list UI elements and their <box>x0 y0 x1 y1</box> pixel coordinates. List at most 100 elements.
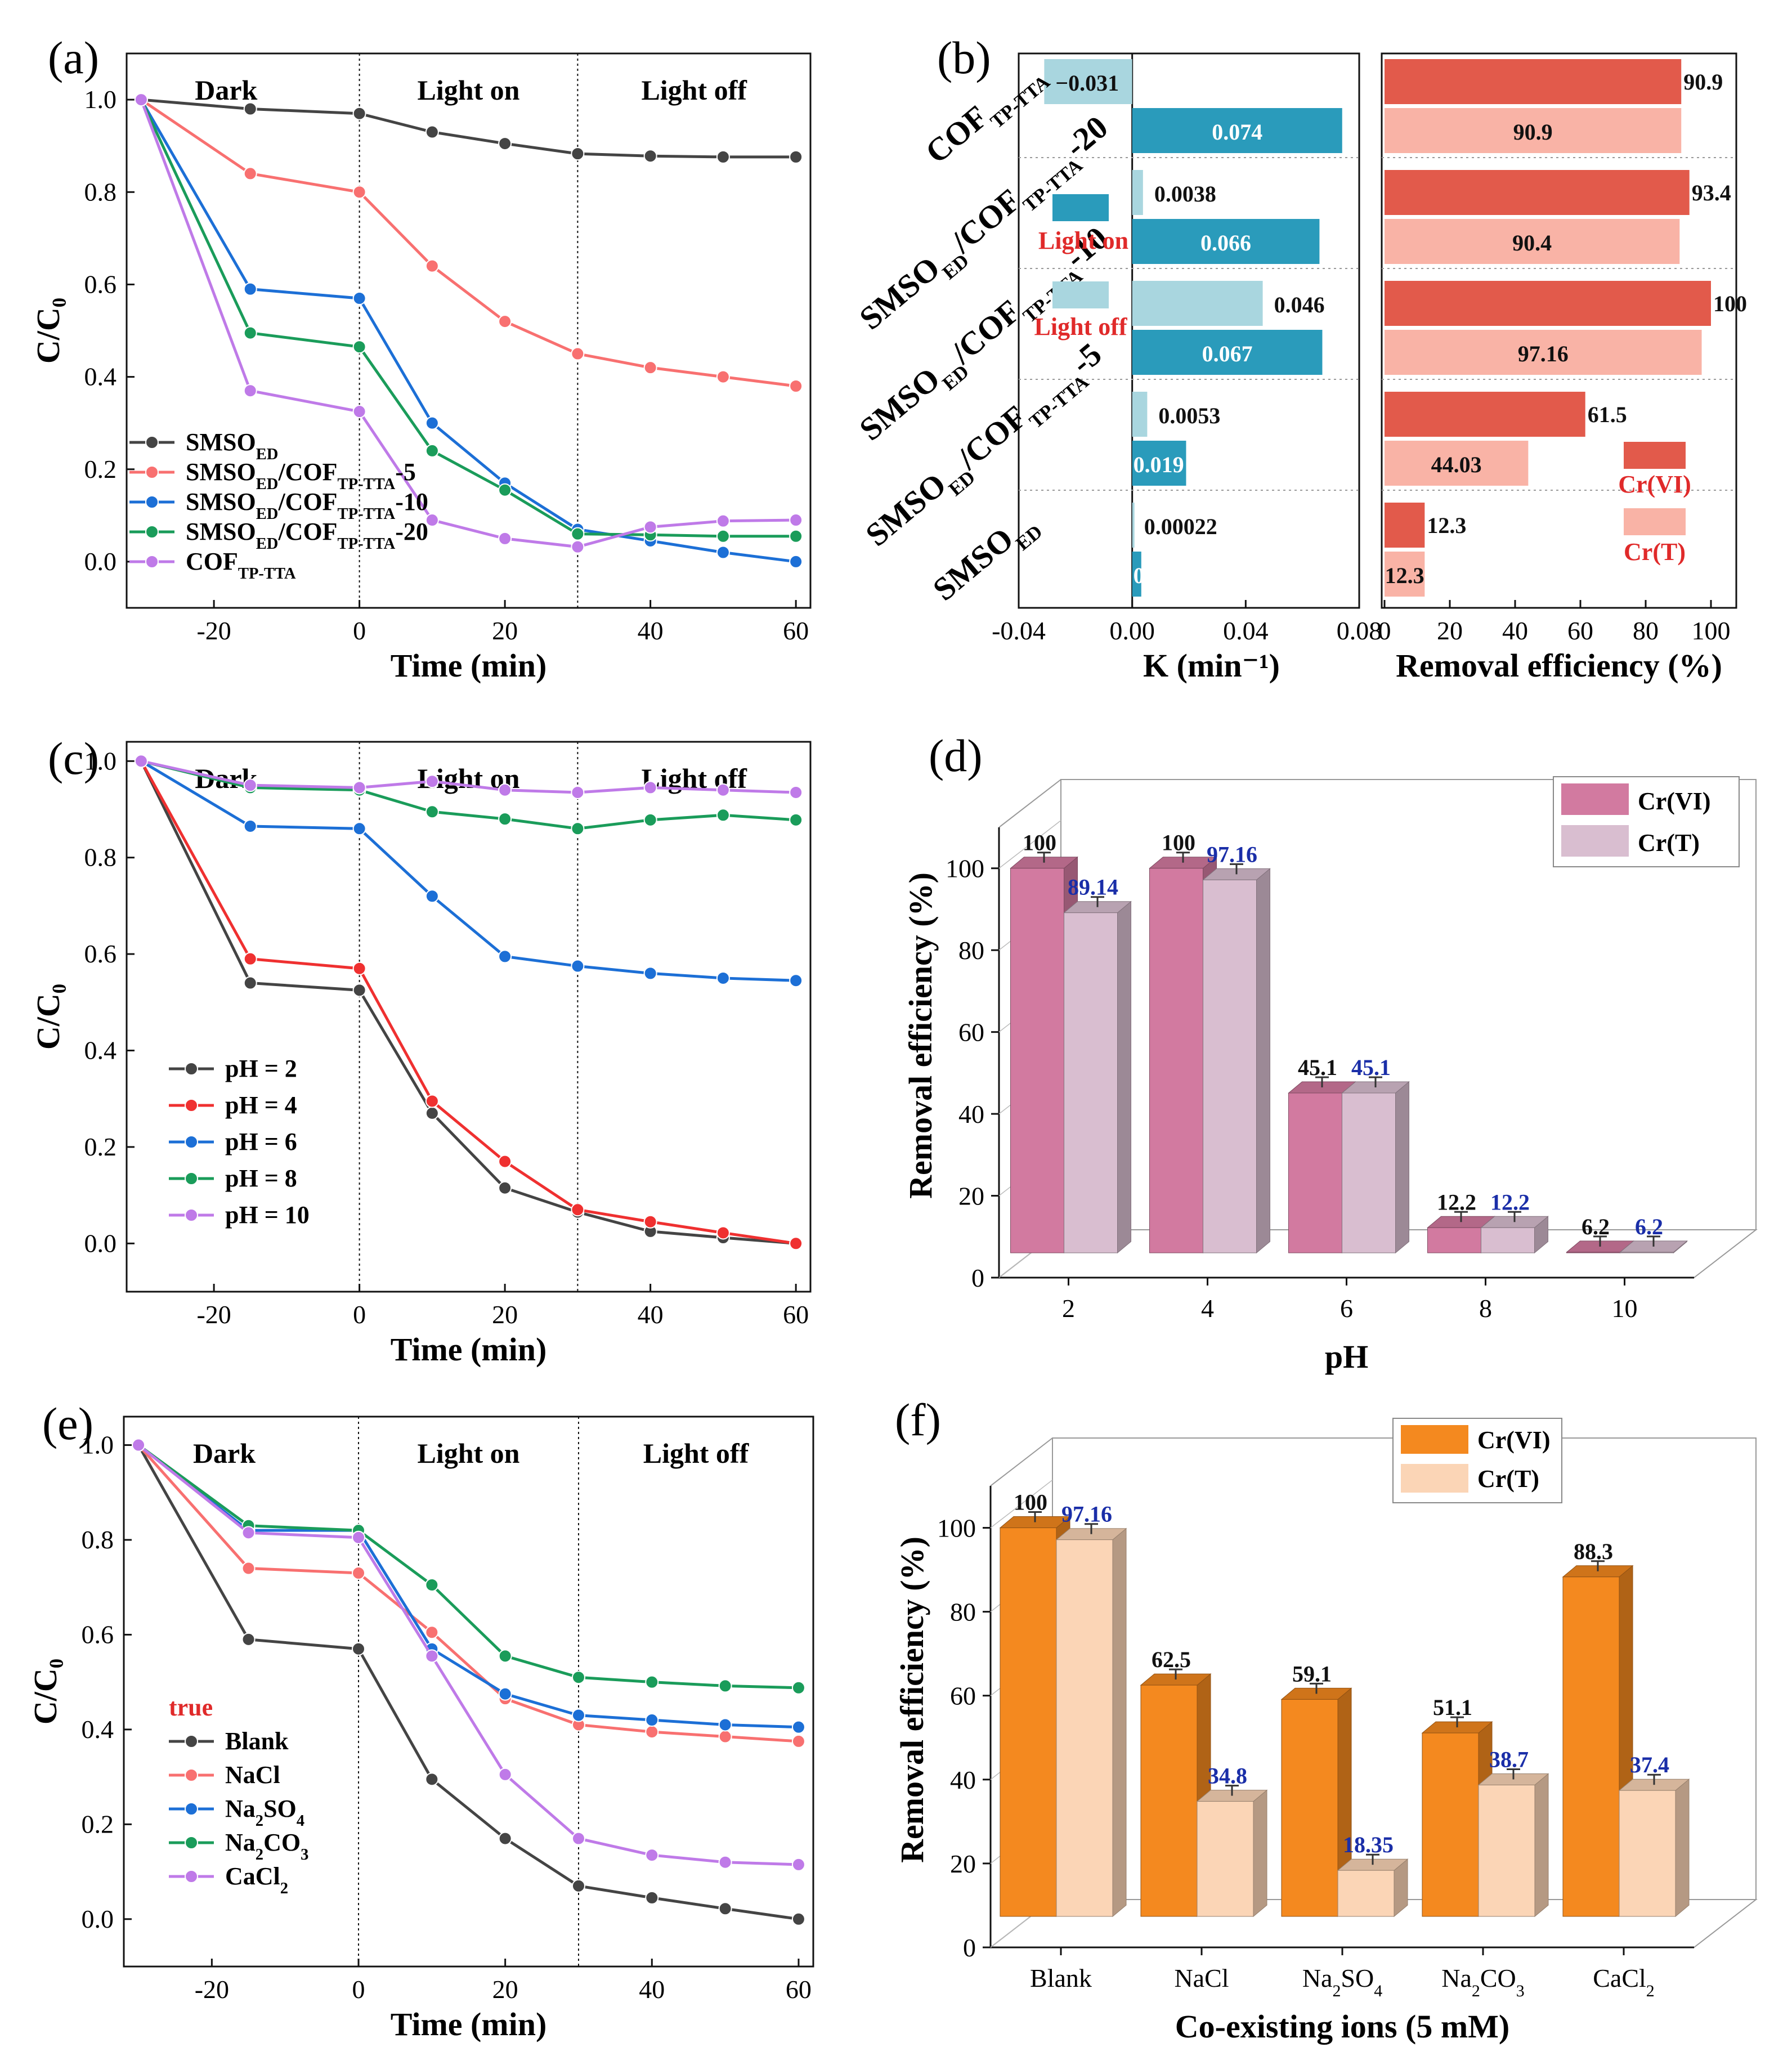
text-run: NaCl <box>1174 1964 1229 1992</box>
y-tick-label: 80 <box>958 936 984 965</box>
legend-marker <box>145 525 159 539</box>
data-label: 18.35 <box>1343 1832 1394 1857</box>
text-run: Na <box>1441 1964 1472 1992</box>
text-run: SMSO <box>926 520 1020 607</box>
text-run: /COF <box>277 518 337 545</box>
y-tick-label: 1.0 <box>84 746 117 775</box>
y-tick-label: 0.6 <box>84 270 117 298</box>
text-run: Na <box>1302 1964 1333 1992</box>
data-point <box>645 1713 659 1727</box>
y-tick-label: 0.8 <box>84 843 117 872</box>
text-run: 2 <box>1062 1294 1075 1323</box>
data-label: 45.1 <box>1351 1055 1391 1080</box>
legend-marker <box>185 1172 198 1185</box>
data-point <box>716 1226 730 1240</box>
series-line <box>137 1444 799 1690</box>
legend-marker <box>185 1836 198 1849</box>
bar <box>1149 868 1203 1253</box>
data-point <box>498 1649 512 1663</box>
panel-label: (b) <box>937 32 991 83</box>
legend-swatch <box>1561 783 1629 815</box>
data-point <box>716 808 730 822</box>
text-run: 8 <box>1479 1294 1492 1323</box>
legend-label: Light on <box>1038 227 1128 254</box>
data-point <box>134 93 148 107</box>
data-point <box>643 966 657 980</box>
data-point <box>571 1831 585 1846</box>
data-label: 0.0032 <box>1134 563 1195 588</box>
data-point <box>352 1530 366 1544</box>
data-label: 97.16 <box>1061 1502 1112 1527</box>
series-line <box>137 1444 799 1743</box>
data-point <box>498 1687 512 1701</box>
data-point <box>791 1912 805 1926</box>
data-label: 100 <box>1014 1490 1047 1515</box>
text-run: SMSO <box>859 466 953 553</box>
legend-marker <box>145 465 159 479</box>
bar-side <box>1534 1773 1549 1918</box>
data-label: 100 <box>1162 830 1195 855</box>
data-label: 90.4 <box>1512 230 1552 256</box>
data-label: 62.5 <box>1152 1647 1191 1672</box>
x-tick-label: 0 <box>353 616 366 645</box>
bar <box>1140 1685 1198 1917</box>
plot-frame <box>126 741 812 1293</box>
bar <box>1064 912 1118 1253</box>
data-point <box>352 106 366 120</box>
legend-title: true <box>169 1694 213 1721</box>
bar <box>1427 1227 1481 1253</box>
data-point <box>789 974 803 988</box>
data-label: 51.1 <box>1433 1695 1472 1720</box>
legend-label: SMSOED/COFTP-TTA-10 <box>186 488 428 523</box>
text-run: SMSO <box>186 518 256 545</box>
data-label: 97.16 <box>1518 341 1569 366</box>
legend-swatch <box>1624 508 1686 535</box>
data-point <box>718 1679 732 1693</box>
data-point <box>243 976 257 990</box>
data-point <box>789 529 803 543</box>
text-run: Na <box>225 1829 256 1856</box>
data-point <box>716 150 730 164</box>
y-tick-label: 40 <box>950 1766 976 1794</box>
legend-label: Cr(T) <box>1477 1465 1539 1493</box>
data-point <box>243 282 257 296</box>
bar <box>1056 1539 1113 1917</box>
data-label: 34.8 <box>1208 1763 1247 1789</box>
legend-label: SMSOED <box>186 428 278 463</box>
x-axis-title: Co-existing ions (5 mM) <box>1175 2008 1509 2045</box>
text-run: SMSO <box>186 428 256 456</box>
x-tick-label: 0.08 <box>1337 616 1382 645</box>
bar-side <box>1675 1779 1690 1918</box>
y-tick-label: 0.2 <box>84 455 117 483</box>
text-run: /COF <box>944 182 1028 260</box>
data-point <box>716 529 730 543</box>
data-point <box>716 514 730 528</box>
x-tick-label: 20 <box>492 1300 518 1329</box>
bar <box>1620 1252 1674 1253</box>
text-run: /COF <box>277 458 337 486</box>
legend-marker <box>185 1768 198 1782</box>
y-tick-label: 0.8 <box>82 1525 114 1554</box>
legend-marker <box>185 1208 198 1222</box>
bar-side <box>1253 1789 1267 1918</box>
subscript: ED <box>256 505 279 523</box>
data-point <box>241 1632 256 1646</box>
data-point <box>571 785 585 799</box>
crt-bar <box>1385 552 1425 597</box>
data-point <box>791 1734 805 1748</box>
data-point <box>425 1094 439 1108</box>
text-run: -20 <box>395 518 428 545</box>
data-point <box>352 292 366 306</box>
text-run: SO <box>1341 1964 1374 1992</box>
legend-label: pH = 2 <box>225 1055 297 1082</box>
text-run: Na <box>225 1795 256 1822</box>
data-point <box>716 971 730 985</box>
panel-label: (c) <box>48 733 99 784</box>
legend-label: pH = 8 <box>225 1164 297 1192</box>
text-run: Blank <box>1030 1964 1092 1992</box>
subscript: 2 <box>1332 1982 1341 2000</box>
bar <box>1281 1699 1338 1917</box>
data-point <box>571 1879 585 1893</box>
legend-swatch <box>1052 194 1109 221</box>
